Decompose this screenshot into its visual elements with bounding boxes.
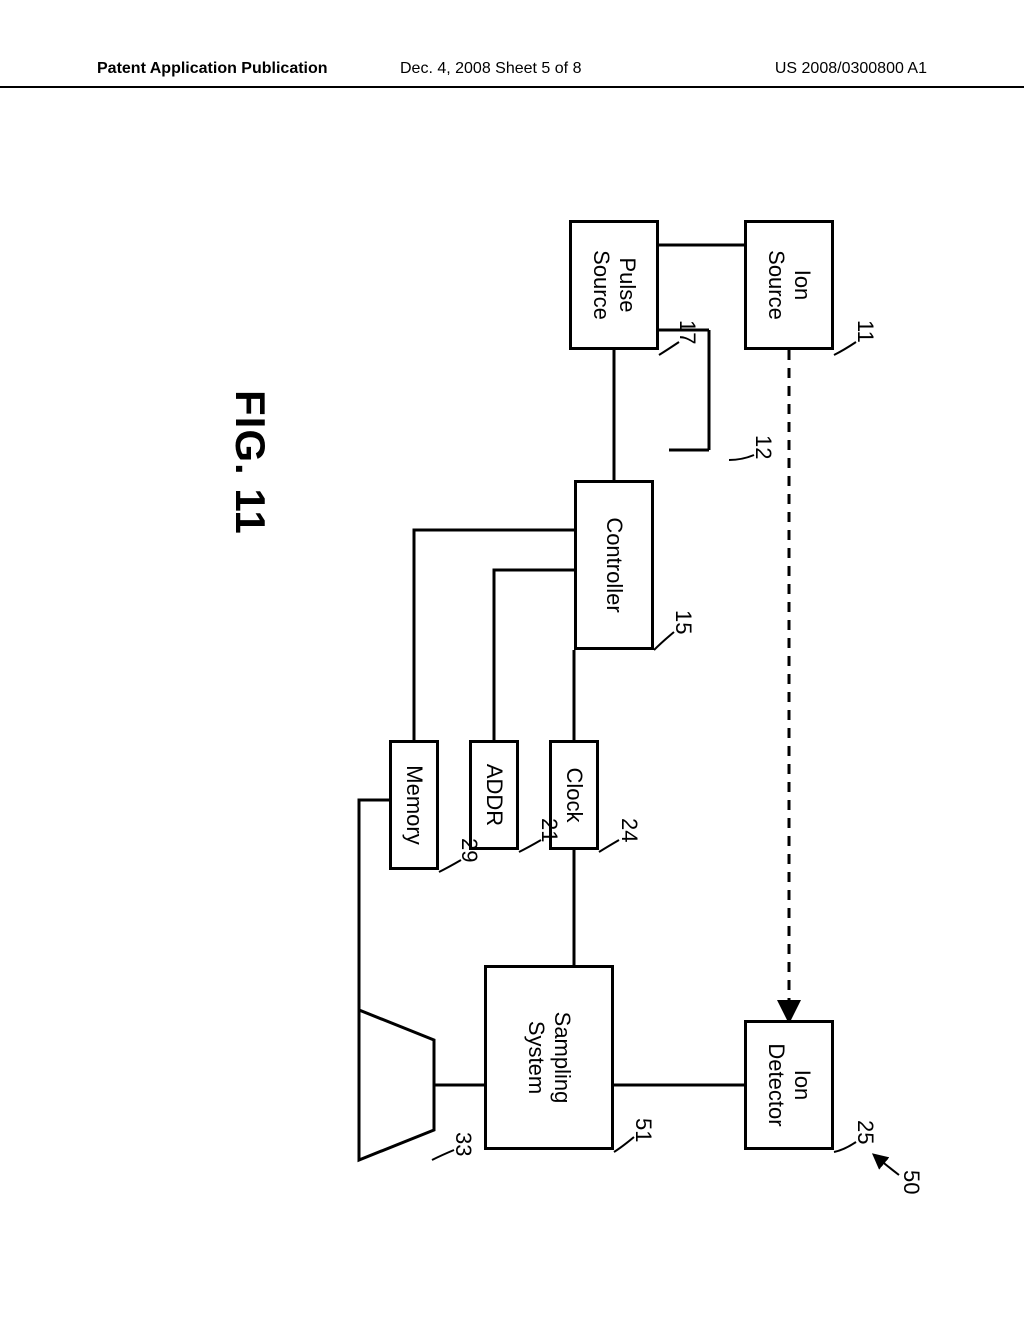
ref-hook-11 bbox=[834, 342, 856, 355]
ref-11: 11 bbox=[852, 320, 878, 343]
sampling-system-block: Sampling System bbox=[484, 965, 614, 1150]
ref-33: 33 bbox=[450, 1132, 476, 1156]
ion-source-block: Ion Source bbox=[744, 220, 834, 350]
memory-label: Memory bbox=[401, 765, 427, 844]
controller-label: Controller bbox=[601, 517, 627, 612]
computer-trapezoid bbox=[359, 1010, 434, 1160]
figure-label: FIG. 11 bbox=[226, 390, 274, 535]
controller-block: Controller bbox=[574, 480, 654, 650]
ref-50: 50 bbox=[898, 1170, 924, 1194]
block-diagram: Ion Source Ion Detector Pulse Source Con… bbox=[114, 150, 914, 1220]
addr-label: ADDR bbox=[481, 764, 507, 826]
wire-computer-memory bbox=[359, 800, 389, 1010]
ion-detector-block: Ion Detector bbox=[744, 1020, 834, 1150]
ref-21: 21 bbox=[536, 818, 562, 842]
ref-hook-50 bbox=[874, 1155, 899, 1175]
ref-15: 15 bbox=[670, 610, 696, 634]
page-header: Patent Application Publication Dec. 4, 2… bbox=[0, 58, 1024, 88]
pulse-source-block: Pulse Source bbox=[569, 220, 659, 350]
ref-17: 17 bbox=[674, 320, 700, 344]
ref-hook-15 bbox=[654, 632, 674, 650]
ion-detector-label: Ion Detector bbox=[763, 1043, 815, 1126]
memory-block: Memory bbox=[389, 740, 439, 870]
header-center: Dec. 4, 2008 Sheet 5 of 8 bbox=[400, 60, 581, 78]
ref-12: 12 bbox=[750, 435, 776, 459]
ref-29: 29 bbox=[456, 838, 482, 862]
wire-controller-addr bbox=[494, 570, 574, 740]
sampling-system-label: Sampling System bbox=[523, 1012, 575, 1104]
ref-51: 51 bbox=[630, 1118, 656, 1142]
addr-block: ADDR bbox=[469, 740, 519, 850]
figure-stage: Ion Source Ion Detector Pulse Source Con… bbox=[114, 150, 914, 1220]
header-right: US 2008/0300800 A1 bbox=[775, 60, 927, 78]
pulse-source-label: Pulse Source bbox=[588, 250, 640, 320]
ref-24: 24 bbox=[616, 818, 642, 842]
clock-label: Clock bbox=[561, 767, 587, 822]
ref-25: 25 bbox=[852, 1120, 878, 1144]
header-left: Patent Application Publication bbox=[97, 60, 328, 78]
ion-source-label: Ion Source bbox=[763, 250, 815, 320]
